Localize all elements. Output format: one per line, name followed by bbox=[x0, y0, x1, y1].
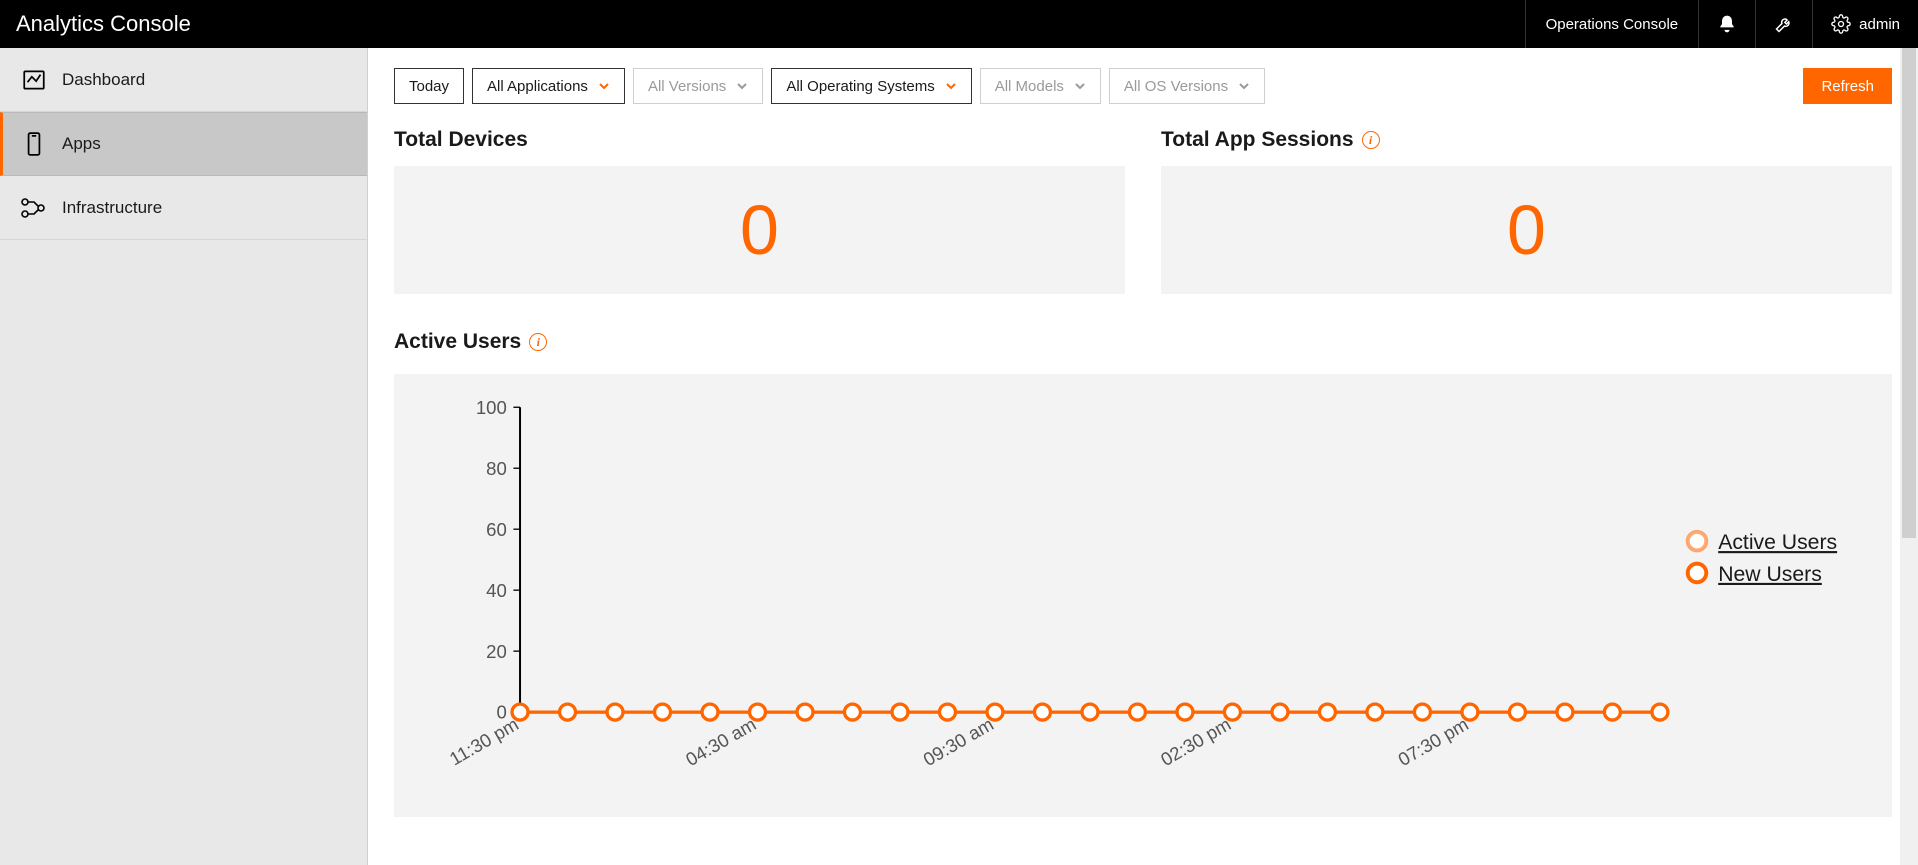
total-devices-value: 0 bbox=[740, 195, 779, 265]
filter-os-versions[interactable]: All OS Versions bbox=[1109, 68, 1265, 104]
chevron-down-icon bbox=[598, 80, 610, 92]
active-users-panel: Active Users i 02040608010011:30 pm04:30… bbox=[394, 330, 1892, 817]
legend-item[interactable]: Active Users bbox=[1718, 531, 1837, 554]
header-right-group: Operations Console admin bbox=[1525, 0, 1918, 48]
filter-label: All OS Versions bbox=[1124, 78, 1228, 95]
refresh-label: Refresh bbox=[1821, 78, 1874, 95]
infrastructure-icon bbox=[14, 195, 54, 221]
total-sessions-panel: Total App Sessions i 0 bbox=[1161, 128, 1892, 294]
filter-label: All Applications bbox=[487, 78, 588, 95]
total-devices-panel: Total Devices 0 bbox=[394, 128, 1125, 294]
sidebar-item-infrastructure[interactable]: Infrastructure bbox=[0, 176, 367, 240]
metrics-row: Total Devices 0 Total App Sessions i 0 bbox=[394, 128, 1892, 294]
active-users-title: Active Users bbox=[394, 330, 521, 354]
bell-icon bbox=[1717, 14, 1737, 34]
filter-label: Today bbox=[409, 78, 449, 95]
chevron-down-icon bbox=[945, 80, 957, 92]
filter-os[interactable]: All Operating Systems bbox=[771, 68, 971, 104]
sidebar-item-apps[interactable]: Apps bbox=[0, 112, 367, 176]
gear-icon bbox=[1831, 14, 1851, 34]
refresh-button[interactable]: Refresh bbox=[1803, 68, 1892, 104]
filter-today[interactable]: Today bbox=[394, 68, 464, 104]
filter-label: All Operating Systems bbox=[786, 78, 934, 95]
app-title: Analytics Console bbox=[0, 11, 1525, 37]
svg-text:40: 40 bbox=[486, 580, 507, 601]
scrollbar-thumb[interactable] bbox=[1902, 48, 1916, 538]
svg-text:09:30 am: 09:30 am bbox=[919, 713, 996, 770]
filter-models[interactable]: All Models bbox=[980, 68, 1101, 104]
chevron-down-icon bbox=[1074, 80, 1086, 92]
filter-applications[interactable]: All Applications bbox=[472, 68, 625, 104]
svg-text:20: 20 bbox=[486, 641, 507, 662]
filter-bar: Today All Applications All Versions All … bbox=[394, 68, 1892, 104]
admin-label: admin bbox=[1859, 16, 1900, 33]
svg-text:60: 60 bbox=[486, 519, 507, 540]
total-sessions-title: Total App Sessions bbox=[1161, 128, 1354, 152]
sidebar-item-label: Dashboard bbox=[62, 70, 145, 90]
sidebar-item-label: Infrastructure bbox=[62, 198, 162, 218]
operations-console-label: Operations Console bbox=[1546, 16, 1679, 33]
total-devices-card: 0 bbox=[394, 166, 1125, 294]
svg-text:80: 80 bbox=[486, 458, 507, 479]
svg-text:11:30 pm: 11:30 pm bbox=[446, 713, 522, 769]
sidebar-item-label: Apps bbox=[62, 134, 101, 154]
info-icon[interactable]: i bbox=[1362, 131, 1380, 149]
active-users-chart-card: 02040608010011:30 pm04:30 am09:30 am02:3… bbox=[394, 374, 1892, 817]
tools-button[interactable] bbox=[1755, 0, 1812, 48]
legend-item[interactable]: New Users bbox=[1718, 563, 1822, 586]
chevron-down-icon bbox=[1238, 80, 1250, 92]
notifications-button[interactable] bbox=[1698, 0, 1755, 48]
chevron-down-icon bbox=[736, 80, 748, 92]
dashboard-icon bbox=[14, 67, 54, 93]
app-header: Analytics Console Operations Console adm… bbox=[0, 0, 1918, 48]
svg-text:100: 100 bbox=[476, 397, 507, 418]
wrench-icon bbox=[1774, 14, 1794, 34]
sidebar: Dashboard Apps Infrastructure bbox=[0, 48, 368, 865]
total-sessions-value: 0 bbox=[1507, 195, 1546, 265]
svg-text:07:30 pm: 07:30 pm bbox=[1394, 713, 1471, 770]
filter-label: All Versions bbox=[648, 78, 726, 95]
admin-menu[interactable]: admin bbox=[1812, 0, 1918, 48]
vertical-scrollbar[interactable]: ▲ bbox=[1900, 48, 1918, 865]
filter-versions[interactable]: All Versions bbox=[633, 68, 763, 104]
svg-text:02:30 pm: 02:30 pm bbox=[1157, 713, 1234, 770]
active-users-chart: 02040608010011:30 pm04:30 am09:30 am02:3… bbox=[414, 394, 1872, 792]
sidebar-item-dashboard[interactable]: Dashboard bbox=[0, 48, 367, 112]
svg-text:04:30 am: 04:30 am bbox=[682, 713, 759, 770]
total-devices-title: Total Devices bbox=[394, 128, 528, 152]
operations-console-link[interactable]: Operations Console bbox=[1525, 0, 1699, 48]
filter-label: All Models bbox=[995, 78, 1064, 95]
main-content: Today All Applications All Versions All … bbox=[368, 48, 1918, 865]
apps-icon bbox=[14, 131, 54, 157]
info-icon[interactable]: i bbox=[529, 333, 547, 351]
total-sessions-card: 0 bbox=[1161, 166, 1892, 294]
